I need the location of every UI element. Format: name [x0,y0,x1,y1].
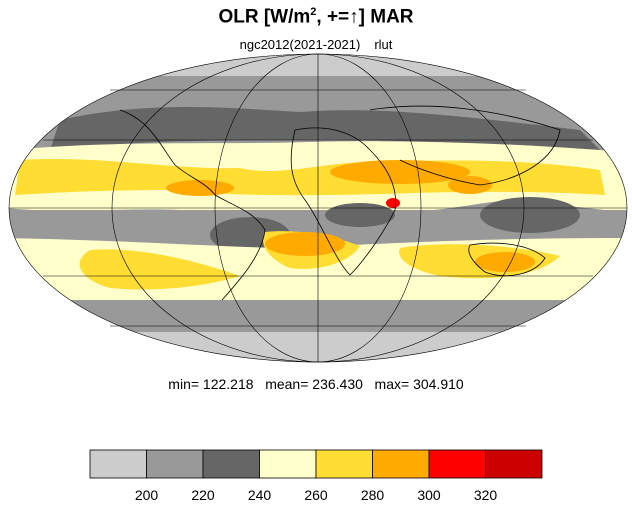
coast-americas [119,109,266,301]
title-rest: , +=↑] MAR [316,6,414,28]
patch-sahara [330,160,470,184]
band-itcz [9,200,627,242]
colorbar-boxes [89,449,543,479]
colorbar-label-240: 240 [248,487,272,503]
patch-australia [475,252,535,272]
colorbar-label-260: 260 [304,487,328,503]
patch-horn-of-africa [386,198,400,208]
summary-stats: min= 122.218 mean= 236.430 max= 304.910 [168,376,464,392]
patch-maritime-continent [480,197,580,233]
coastlines [119,105,561,301]
colorbar-box-5 [372,449,430,479]
coast-asia [369,105,561,186]
subtitle-variable: rlut [374,37,393,52]
chart-subtitle: ngc2012(2021-2021) rlut [0,37,632,52]
coast-africa-europe [290,127,396,276]
colorbar-box-1 [146,449,204,479]
colorbar-box-7 [485,449,543,479]
colorbar-box-2 [202,449,260,479]
patch-atlantic-north [166,180,234,196]
subtitle-run: ngc2012(2021-2021) [239,37,361,52]
patch-south-pacific-east [79,249,240,290]
title-main: OLR [W/m [218,6,311,28]
colorbar-box-4 [315,449,373,479]
colorbar-label-200: 200 [135,487,159,503]
colorbar-label-300: 300 [417,487,441,503]
chart-title: OLR [W/m2, +=↑] MAR [0,6,632,28]
title-superscript: 2 [310,6,317,18]
colorbar-label-280: 280 [361,487,385,503]
patch-congo [325,203,395,227]
colorbar-labels: 200 220 240 260 280 300 320 [135,487,498,503]
colorbar-label-320: 320 [474,487,498,503]
colorbar-box-6 [428,449,486,479]
graticule [8,53,628,363]
patch-south-atlantic-orange [265,232,345,256]
colorbar-label-220: 220 [191,487,215,503]
colorbar-box-3 [259,449,317,479]
colorbar-box-0 [89,449,147,479]
coast-australia [468,242,546,277]
